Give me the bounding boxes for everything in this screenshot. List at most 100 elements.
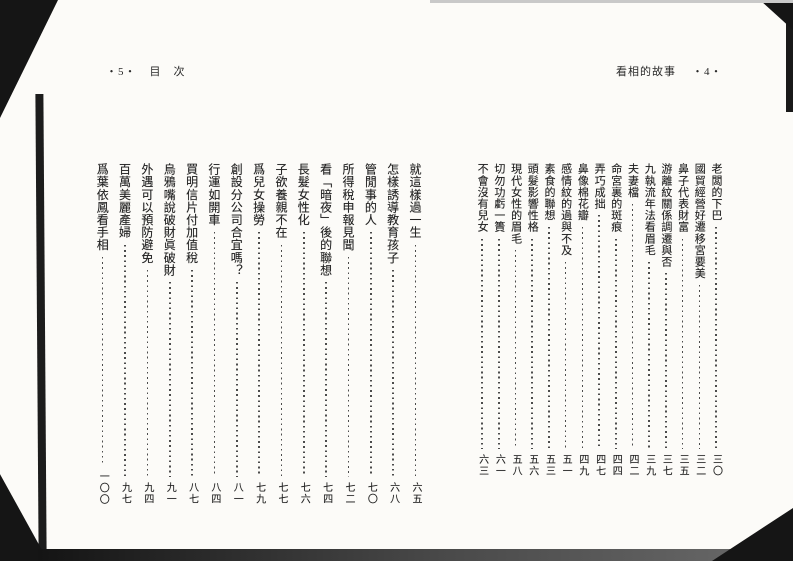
entry-page-number: 三〇: [710, 454, 722, 477]
scan-corner-top-left: [0, 0, 58, 118]
toc-entry: 買明信片付加值稅 八七: [184, 163, 201, 505]
dotted-leader: [392, 269, 394, 477]
scan-corner-bottom-right: [712, 508, 793, 561]
entry-page-number: 六三: [476, 454, 488, 477]
dotted-leader: [146, 269, 149, 477]
entry-page-number: 四二: [626, 454, 638, 477]
toc-entry: 老闆的下巴 三〇: [708, 163, 724, 477]
entry-title: 創設分公司合宜嗎？: [229, 163, 244, 277]
toc-entry: 夫妻檔 四二: [624, 163, 640, 477]
toc-entry: 游離紋關係調遷與否三七: [658, 163, 674, 477]
dotted-leader: [280, 244, 283, 477]
toc-entry: 爲葉依鳳看手相一〇〇: [94, 163, 111, 505]
toc-entry: 感情紋的過與不及 五一: [558, 163, 574, 477]
right-page-header: 看相的故事 ・4・: [616, 63, 723, 79]
dotted-leader: [235, 282, 238, 477]
entry-page-number: 九一: [164, 482, 176, 505]
toc-entry: 就這樣過一生 六五: [407, 163, 424, 505]
entry-page-number: 七九: [253, 482, 265, 505]
toc-entry: 百萬美麗產婦 九七: [117, 163, 134, 505]
scan-edge-bottom-band: [38, 549, 786, 561]
toc-entry: 不會沒有兒女 六三: [474, 163, 490, 477]
dotted-leader: [101, 257, 104, 466]
entry-page-number: 四九: [576, 454, 588, 477]
entry-page-number: 五八: [510, 454, 522, 477]
toc-entry: 創設分公司合宜嗎？ 八一: [228, 163, 245, 505]
entry-page-number: 三七: [660, 454, 672, 477]
entry-page-number: 三九: [643, 454, 655, 477]
dotted-leader: [191, 269, 193, 477]
toc-entry: 頭髮影響性格 五六: [524, 163, 540, 477]
scan-edge-top-line: [430, 0, 793, 3]
entry-page-number: 六五: [410, 482, 421, 505]
entry-title: 爲葉依鳳看手相: [95, 163, 110, 252]
entry-title: 外遇可以預防避免: [139, 163, 154, 264]
toc-entry: 外遇可以預防避免九四: [139, 163, 156, 505]
entry-page-number: 四七: [593, 454, 605, 477]
entry-page-number: 七七: [275, 482, 287, 505]
entry-title: 老闆的下巴: [710, 163, 722, 221]
entry-title: 游離紋關係調遷與否: [659, 163, 672, 268]
entry-title: 素食的聯想: [542, 163, 555, 221]
dotted-leader: [414, 244, 417, 477]
dotted-leader: [481, 238, 483, 449]
entry-page-number: 九四: [141, 482, 153, 505]
entry-title: 子欲養親不在: [273, 163, 288, 239]
right-page-number-marker: ・4・: [692, 66, 723, 78]
entry-page-number: 七〇: [365, 482, 377, 505]
entry-title: 烏鴉嘴說破財眞破財: [162, 163, 177, 277]
entry-page-number: 九七: [119, 482, 131, 505]
toc-entry: 爲兒女操勞 七九: [251, 163, 268, 505]
dotted-leader: [598, 215, 600, 449]
toc-entry: 九執流年法看眉毛 三九: [641, 163, 657, 477]
dotted-leader: [514, 250, 517, 449]
toc-left-page: 就這樣過一生 六五 怎樣誘導教育孩子 六八 管閒事的人 七〇 所得稅申報見聞 七二 看「暗夜」後…: [94, 163, 424, 505]
entry-page-number: 三五: [677, 454, 689, 477]
entry-title: 百萬美麗產婦: [117, 163, 132, 239]
dotted-leader: [258, 232, 260, 477]
toc-entry: 命宮裏的斑痕 四四: [608, 163, 624, 477]
entry-title: 不會沒有兒女: [476, 163, 489, 233]
toc-entry: 切勿功虧一簣 六一: [491, 163, 507, 477]
toc-entry: 鼻像棉花瓣 四九: [574, 163, 590, 477]
entry-title: 弄巧成拙: [593, 163, 606, 210]
dotted-leader: [614, 238, 617, 449]
toc-entry: 鼻子代表財富 三五: [675, 163, 691, 477]
toc-entry: 所得稅申報見聞 七二: [340, 163, 357, 505]
scan-edge-right-sliver: [786, 0, 793, 112]
entry-title: 管閒事的人: [363, 163, 378, 226]
left-page-title: 目 次: [149, 66, 186, 78]
entry-title: 爲兒女操勞: [251, 163, 266, 226]
entry-page-number: 五一: [560, 454, 572, 477]
entry-page-number: 八四: [208, 482, 220, 505]
toc-right-page: 老闆的下巴 三〇 國貿經營好遷移宮要美 三二 鼻子代表財富 三五 游離紋關係調遷與否 三七 九執…: [474, 163, 724, 477]
dotted-leader: [302, 232, 305, 477]
dotted-leader: [715, 227, 717, 449]
entry-title: 現代女性的眉毛: [509, 163, 522, 245]
toc-entry: 看「暗夜」後的聯想 七四: [318, 163, 335, 505]
dotted-leader: [681, 238, 684, 449]
entry-title: 怎樣誘導教育孩子: [385, 163, 400, 264]
dotted-leader: [564, 261, 567, 449]
entry-title: 鼻子代表財富: [676, 163, 689, 233]
entry-page-number: 八七: [186, 482, 198, 505]
entry-page-number: 四四: [610, 454, 622, 477]
toc-entry: 素食的聯想 五三: [541, 163, 557, 477]
toc-entry: 管閒事的人 七〇: [362, 163, 379, 505]
dotted-leader: [548, 227, 550, 449]
toc-entry: 行運如開車 八四: [206, 163, 223, 505]
toc-entry: 長髮女性化 七六: [295, 163, 312, 505]
entry-page-number: 六一: [493, 454, 505, 477]
dotted-leader: [665, 273, 667, 449]
toc-entry: 烏鴉嘴說破財眞破財九一: [161, 163, 178, 505]
entry-title: 國貿經營好遷移宮要美: [693, 163, 706, 279]
entry-page-number: 七六: [298, 482, 310, 505]
dotted-leader: [498, 238, 500, 449]
toc-entry: 弄巧成拙 四七: [591, 163, 607, 477]
entry-page-number: 一〇〇: [97, 470, 109, 506]
dotted-leader: [631, 203, 634, 449]
entry-title: 就這樣過一生: [408, 163, 422, 239]
entry-page-number: 五三: [543, 454, 555, 477]
entry-page-number: 七四: [320, 482, 332, 505]
dotted-leader: [648, 261, 650, 449]
